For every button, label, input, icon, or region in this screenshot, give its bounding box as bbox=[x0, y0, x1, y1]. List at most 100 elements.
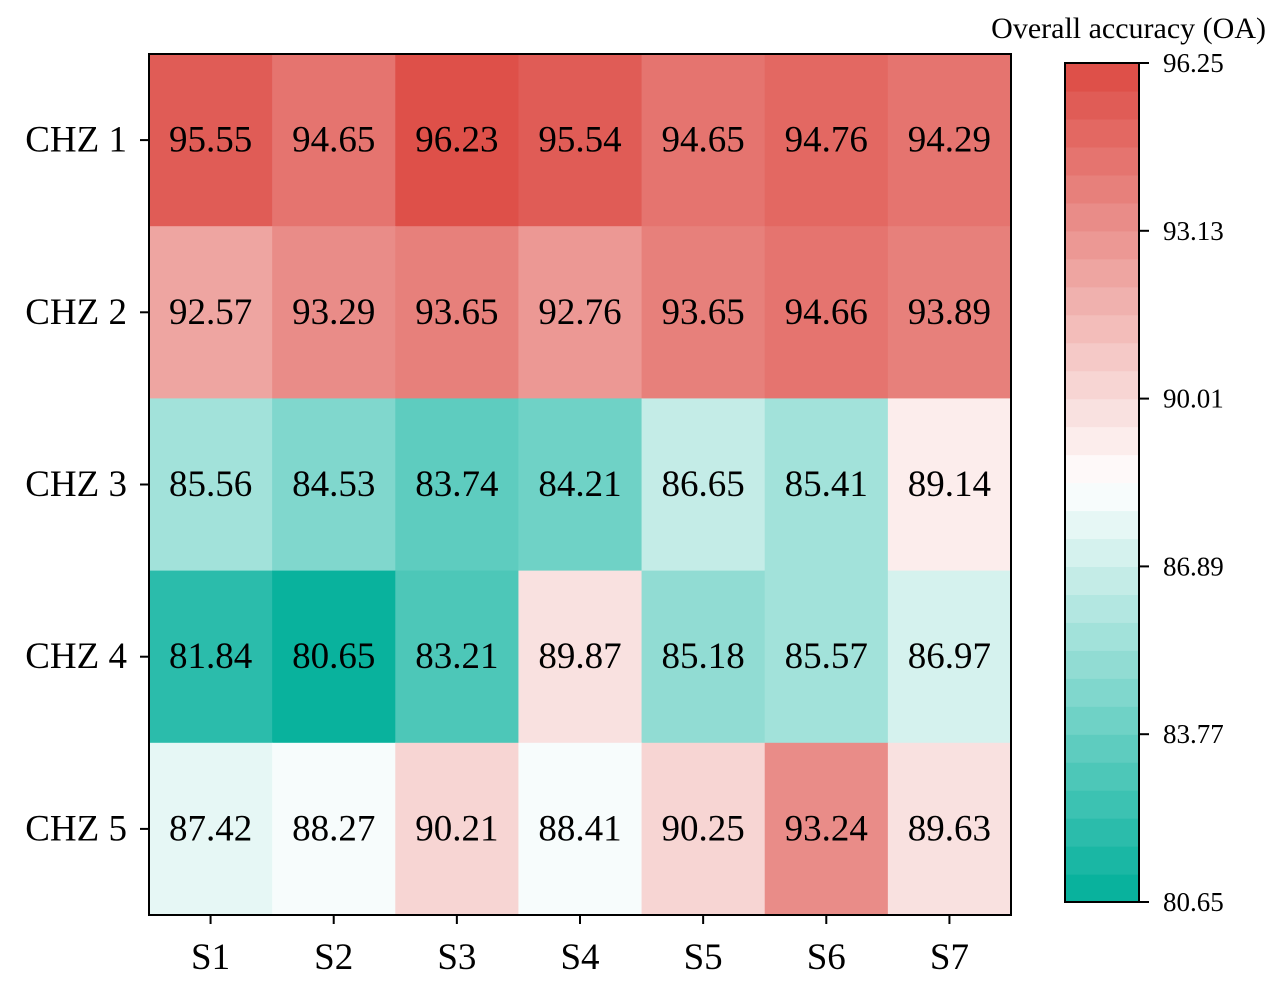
cell-value-label: 85.57 bbox=[785, 636, 868, 677]
colorbar-tick-label: 80.65 bbox=[1163, 887, 1224, 917]
heatmap-cell bbox=[764, 226, 889, 399]
colorbar-segment bbox=[1065, 790, 1139, 819]
cell-value-label: 88.41 bbox=[538, 808, 621, 849]
x-tick-label: S2 bbox=[314, 937, 353, 978]
heatmap-cell-labels: 95.55 94.65 96.23 95.54 94.65 94.76 94.29 92.57… bbox=[169, 120, 991, 850]
cell-value-label: 90.21 bbox=[415, 808, 498, 849]
colorbar: 80.65 83.77 86.89 90.01 93.13 96.25 Overall a… bbox=[991, 12, 1266, 917]
heatmap-cell bbox=[887, 398, 1012, 572]
heatmap-cell bbox=[395, 570, 520, 744]
heatmap-cell bbox=[641, 570, 766, 744]
cell-value-label: 93.65 bbox=[415, 292, 498, 333]
heatmap-cell bbox=[641, 398, 766, 572]
heatmap-cell bbox=[887, 54, 1012, 227]
cell-value-label: 93.89 bbox=[908, 292, 991, 333]
colorbar-ticks: 80.65 83.77 86.89 90.01 93.13 96.25 bbox=[1139, 48, 1224, 917]
colorbar-segment bbox=[1065, 650, 1139, 679]
colorbar-segment bbox=[1065, 370, 1139, 400]
heatmap-cell bbox=[641, 226, 766, 399]
y-tick-label: CHZ 1 bbox=[25, 120, 127, 161]
heatmap-cell bbox=[149, 54, 273, 227]
heatmap-cell bbox=[395, 226, 520, 399]
x-axis: S1 S2 S3 S4 S5 S6 S7 bbox=[191, 915, 969, 978]
cell-value-label: 88.27 bbox=[292, 808, 375, 849]
colorbar-segment bbox=[1065, 146, 1139, 176]
colorbar-segment bbox=[1065, 63, 1139, 92]
cell-value-label: 89.87 bbox=[538, 636, 621, 677]
cell-value-label: 90.25 bbox=[662, 808, 745, 849]
heatmap-cells bbox=[149, 54, 1012, 916]
colorbar-segment bbox=[1065, 594, 1139, 623]
colorbar-tick-label: 93.13 bbox=[1163, 216, 1224, 246]
heatmap-cell bbox=[764, 570, 889, 744]
heatmap-cell bbox=[395, 398, 520, 572]
cell-value-label: 95.54 bbox=[538, 120, 621, 161]
heatmap-cell bbox=[518, 742, 643, 916]
colorbar-segment bbox=[1065, 622, 1139, 651]
x-tick-label: S7 bbox=[930, 937, 969, 978]
heatmap-cell bbox=[518, 226, 643, 399]
heatmap-cell bbox=[149, 398, 273, 572]
colorbar-segment bbox=[1065, 734, 1139, 763]
cell-value-label: 85.18 bbox=[662, 636, 745, 677]
colorbar-tick-label: 83.77 bbox=[1163, 719, 1224, 749]
x-tick-label: S1 bbox=[191, 937, 230, 978]
heatmap-cell bbox=[149, 226, 273, 399]
heatmap-cell bbox=[641, 54, 766, 227]
y-tick-label: CHZ 4 bbox=[25, 636, 127, 677]
heatmap-cell bbox=[149, 570, 273, 744]
heatmap-cell bbox=[395, 742, 520, 916]
heatmap-cell bbox=[887, 742, 1012, 916]
cell-value-label: 80.65 bbox=[292, 636, 375, 677]
colorbar-segment bbox=[1065, 678, 1139, 707]
x-tick-label: S5 bbox=[684, 937, 723, 978]
heatmap-cell bbox=[764, 742, 889, 916]
heatmap-cell bbox=[272, 398, 396, 572]
cell-value-label: 89.63 bbox=[908, 808, 991, 849]
colorbar-segment bbox=[1065, 538, 1139, 567]
y-axis: CHZ 1 CHZ 2 CHZ 3 CHZ 4 CHZ 5 bbox=[25, 120, 149, 849]
colorbar-segment bbox=[1065, 286, 1139, 316]
colorbar-tick-label: 90.01 bbox=[1163, 384, 1224, 414]
cell-value-label: 81.84 bbox=[169, 636, 252, 677]
cell-value-label: 83.74 bbox=[415, 464, 498, 505]
cell-value-label: 86.97 bbox=[908, 636, 991, 677]
heatmap-cell bbox=[764, 54, 889, 227]
cell-value-label: 89.14 bbox=[908, 464, 991, 505]
cell-value-label: 94.29 bbox=[908, 120, 991, 161]
cell-value-label: 85.56 bbox=[169, 464, 252, 505]
cell-value-label: 83.21 bbox=[415, 636, 498, 677]
colorbar-segment bbox=[1065, 174, 1139, 204]
heatmap-cell bbox=[641, 742, 766, 916]
colorbar-segment bbox=[1065, 258, 1139, 288]
cell-value-label: 85.41 bbox=[785, 464, 868, 505]
colorbar-segment bbox=[1065, 426, 1139, 456]
heatmap-cell bbox=[272, 570, 396, 744]
x-tick-label: S6 bbox=[807, 937, 846, 978]
colorbar-segment bbox=[1065, 230, 1139, 260]
cell-value-label: 84.21 bbox=[538, 464, 621, 505]
colorbar-segment bbox=[1065, 202, 1139, 232]
heatmap-cell bbox=[518, 398, 643, 572]
cell-value-label: 92.76 bbox=[538, 292, 621, 333]
cell-value-label: 94.65 bbox=[662, 120, 745, 161]
cell-value-label: 93.24 bbox=[785, 808, 868, 849]
colorbar-title: Overall accuracy (OA) bbox=[991, 12, 1266, 45]
cell-value-label: 93.65 bbox=[662, 292, 745, 333]
colorbar-segment bbox=[1065, 398, 1139, 428]
colorbar-segment bbox=[1065, 90, 1139, 120]
heatmap-cell bbox=[272, 742, 396, 916]
heatmap-cell bbox=[887, 570, 1012, 744]
cell-value-label: 86.65 bbox=[662, 464, 745, 505]
y-tick-label: CHZ 2 bbox=[25, 292, 127, 333]
cell-value-label: 94.66 bbox=[785, 292, 868, 333]
heatmap-cell bbox=[149, 742, 273, 916]
heatmap-cell bbox=[272, 226, 396, 399]
heatmap-cell bbox=[518, 570, 643, 744]
colorbar-segment bbox=[1065, 118, 1139, 148]
cell-value-label: 84.53 bbox=[292, 464, 375, 505]
colorbar-segment bbox=[1065, 454, 1139, 484]
colorbar-segment bbox=[1065, 706, 1139, 735]
cell-value-label: 92.57 bbox=[169, 292, 252, 333]
colorbar-tick-label: 96.25 bbox=[1163, 48, 1224, 78]
